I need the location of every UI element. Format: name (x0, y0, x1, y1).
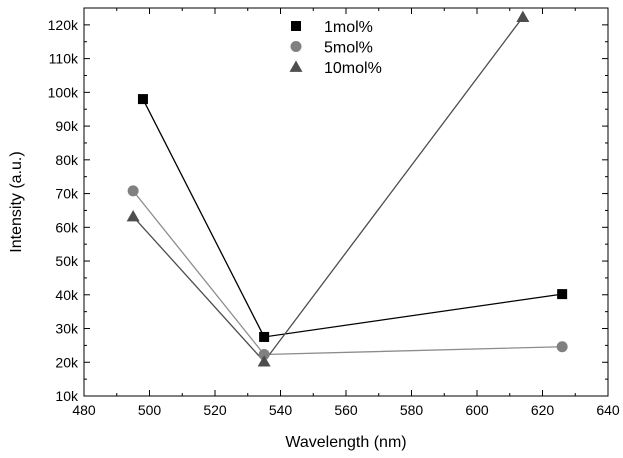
x-tick-label: 620 (531, 402, 555, 418)
data-point-5mol (258, 349, 270, 361)
x-tick-label: 640 (596, 402, 620, 418)
legend: 1mol% 5mol% 10mol% (289, 19, 382, 77)
y-axis-ticks: 10k 20k 30k 40k 50k 60k 70k 80k 90k 100k 110k 120k (48, 7, 608, 404)
x-tick-label: 560 (334, 402, 358, 418)
x-tick-label: 540 (269, 402, 293, 418)
data-point-1mol (259, 331, 270, 342)
x-tick-label: 520 (203, 402, 227, 418)
y-tick-label: 110k (49, 51, 79, 67)
series-layer (126, 10, 568, 367)
series-line-5mol (132, 190, 563, 356)
y-tick-label: 120k (48, 17, 79, 33)
data-point-1mol (557, 289, 568, 300)
legend-label: 10mol% (324, 60, 382, 77)
y-tick-label: 20k (55, 354, 79, 370)
y-tick-label: 100k (48, 84, 79, 100)
y-axis-title: Intensity (a.u.) (8, 151, 25, 252)
y-tick-label: 30k (55, 321, 79, 337)
y-tick-label: 90k (55, 118, 79, 134)
series-line-1mol (142, 98, 563, 338)
legend-symbol (290, 41, 302, 52)
data-point-5mol (127, 185, 139, 197)
y-tick-label: 60k (55, 219, 79, 235)
y-tick-label: 40k (55, 287, 79, 303)
data-point-10mol (516, 10, 530, 22)
data-point-1mol (137, 94, 148, 105)
legend-label: 5mol% (324, 40, 373, 57)
y-tick-label: 70k (55, 186, 79, 202)
legend-label: 1mol% (324, 19, 373, 36)
y-tick-label: 10k (55, 388, 79, 404)
x-axis-ticks: 480 500 520 540 560 580 600 620 640 (72, 8, 620, 418)
data-point-10mol (126, 210, 140, 222)
x-tick-label: 500 (138, 402, 162, 418)
legend-symbol (291, 21, 301, 31)
y-tick-label: 80k (55, 152, 79, 168)
x-tick-label: 480 (72, 402, 96, 418)
x-axis-title: Wavelength (nm) (285, 434, 406, 451)
y-tick-label: 50k (55, 253, 79, 269)
x-tick-label: 600 (465, 402, 489, 418)
data-point-5mol (556, 341, 568, 353)
data-point-10mol (257, 355, 271, 367)
x-tick-label: 580 (400, 402, 424, 418)
legend-symbol (289, 60, 303, 72)
